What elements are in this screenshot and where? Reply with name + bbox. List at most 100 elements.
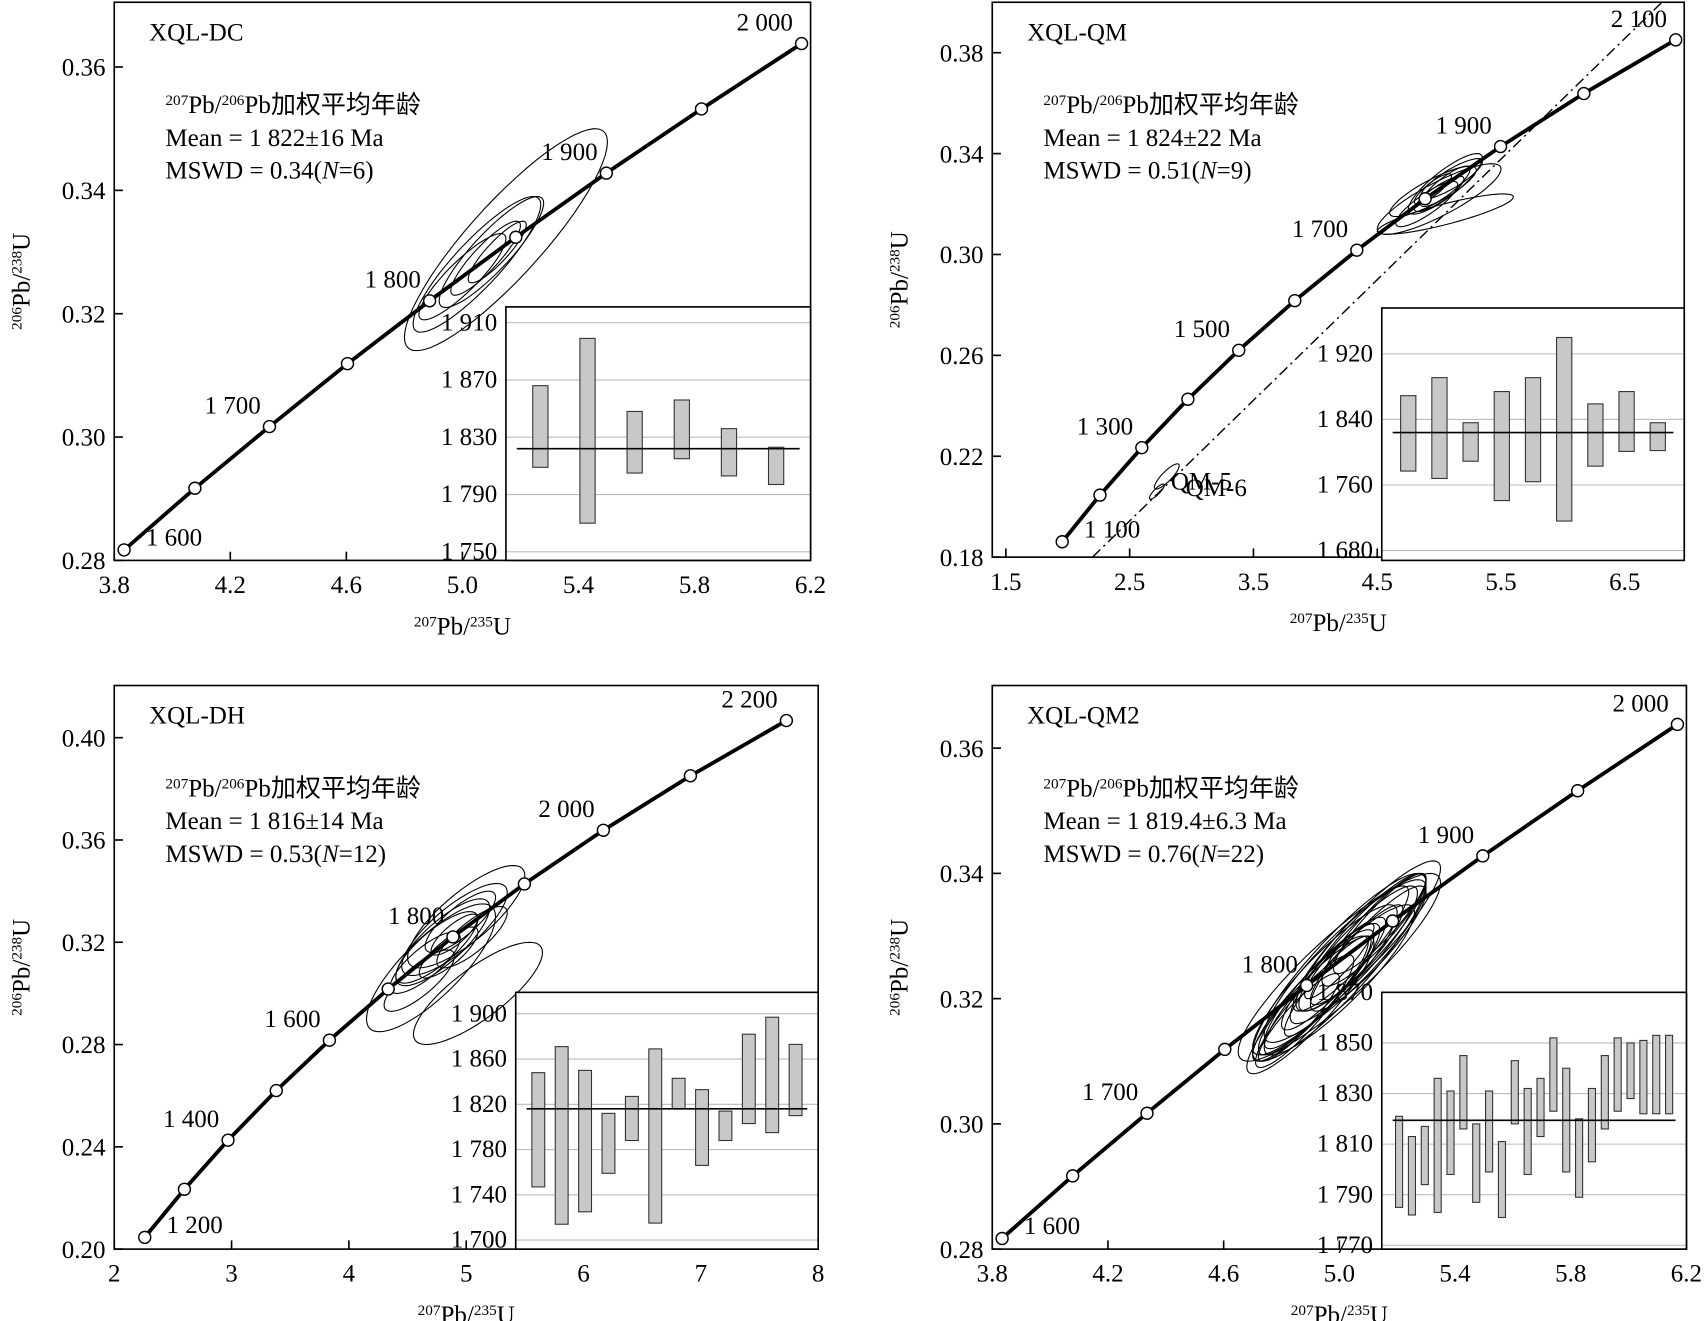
age-bar [532,385,549,468]
age-bar [1497,1141,1507,1219]
age-bar [1493,391,1510,502]
concordia-marker [262,419,277,434]
y-axis-label: 206Pb/238U [886,231,914,328]
text-part: Pb加权平均年龄 [1122,91,1299,119]
age-label: 1 900 [1436,112,1492,139]
x-tick-label: 3 [225,1261,238,1288]
y-tick-label: 0.38 [940,40,984,67]
age-bar [1400,395,1417,472]
error-ellipse [1263,879,1427,1043]
text-part: Pb/ [440,1302,473,1321]
error-ellipse [424,890,497,954]
age-bar [1431,377,1448,479]
text-part: =12) [339,841,386,868]
age-label: 1 700 [1082,1079,1138,1106]
inset-frame [1380,307,1686,562]
age-bar [720,428,738,477]
concordia-marker [1181,392,1195,406]
concordia-marker [509,230,523,244]
concordia-marker [1135,440,1149,455]
text-part: Pb加权平均年龄 [244,775,421,803]
text-part: Mean = 1 819.4±6.3 Ma [1043,808,1286,835]
y-tick-label: 0.28 [62,548,106,575]
text-part: U [493,613,511,640]
x-tick-label: 4 [343,1261,356,1288]
age-bar [671,1077,686,1110]
text-part: =9) [1217,158,1252,185]
text-part: 238 [886,249,903,272]
y-tick-label: 0.20 [62,1237,106,1264]
x-axis-label: 207Pb/235U [418,1302,515,1321]
error-ellipse [438,196,545,309]
concordia-marker [517,877,532,891]
age-bar [1626,1042,1635,1100]
concordia-marker [1093,488,1107,502]
concordia-marker [1385,914,1400,928]
x-tick-label: 5.8 [1555,1261,1586,1288]
text-part: Mean = 1 816±14 Ma [165,808,383,835]
inset-tick-label: 1 770 [1317,1232,1373,1259]
x-tick-label: 4.2 [215,572,246,599]
text-part: U [1369,610,1387,637]
panel-title: XQL-QM [1027,19,1127,46]
inset-frame [505,306,812,562]
inset-tick-label: 1 820 [451,1091,507,1118]
age-bar [601,1112,616,1174]
discordia-line [1092,2,1663,558]
y-tick-label: 0.34 [940,141,984,168]
concordia-marker [1055,535,1069,549]
text-part: Pb/ [1313,610,1346,637]
text-part: MSWD = 0.76( [1043,841,1200,868]
error-ellipse [1309,885,1427,1012]
concordia-marker [1218,1042,1232,1057]
plot [117,36,809,557]
text-part: 206 [886,993,903,1016]
concordia-marker [117,543,131,557]
stat-mswd: MSWD = 0.53(N=12) [165,841,386,868]
age-bar [673,399,690,460]
text-part: 238 [886,936,903,959]
y-tick-label: 0.26 [940,343,984,370]
age-bar [1523,1087,1532,1176]
y-tick-label: 0.32 [62,930,106,957]
text-part: 235 [1347,1302,1370,1319]
inset-tick-label: 1 700 [451,1227,507,1254]
y-tick-label: 0.34 [62,178,106,205]
text-part: Pb/ [1066,92,1099,119]
concordia-marker [1577,86,1591,101]
age-bar [1459,1055,1468,1130]
y-tick-label: 0.24 [62,1135,106,1162]
age-label: 2 000 [737,10,793,37]
x-tick-label: 5.4 [563,572,595,599]
age-bar [1613,1037,1622,1112]
text-part: U [8,233,35,251]
age-label: 1 900 [541,139,597,166]
text-part: 207 [1290,610,1313,627]
x-tick-label: 2.5 [1114,569,1145,596]
y-axis-label: 206Pb/238U [886,919,914,1016]
age-label: 1 900 [1418,822,1474,849]
age-label: 1 700 [204,393,260,420]
error-ellipse [401,882,508,977]
panel-title: XQL-DC [149,19,244,46]
error-ellipse [1148,483,1165,500]
error-ellipse [1263,904,1416,1056]
ellipse-label: QM-6 [1186,475,1247,502]
panel: 1.5 2.5 3.5 4.5 5.5 6.5 0.18 0.22 0.26 0.30 0.34 0.… [886,1,1686,637]
error-ellipse [1321,872,1427,987]
text-part: Pb/ [886,960,913,993]
y-tick-label: 0.36 [940,736,984,763]
panel-title: XQL-QM2 [1027,703,1140,730]
stat-mswd: MSWD = 0.51(N=9) [1043,158,1251,185]
stat-mswd: MSWD = 0.76(N=22) [1043,841,1264,868]
concordia-marker [596,823,611,837]
text-part: Pb/ [188,776,221,803]
concordia-marker [694,102,709,116]
ellipse-label: QM-5 [1171,468,1232,495]
text-part: 238 [8,936,25,959]
concordia-marker [1493,139,1508,154]
age-bar [1536,1077,1545,1138]
age-bar [1462,422,1479,462]
y-axis-label: 206Pb/238U [8,233,36,330]
text-part: N [321,158,340,185]
